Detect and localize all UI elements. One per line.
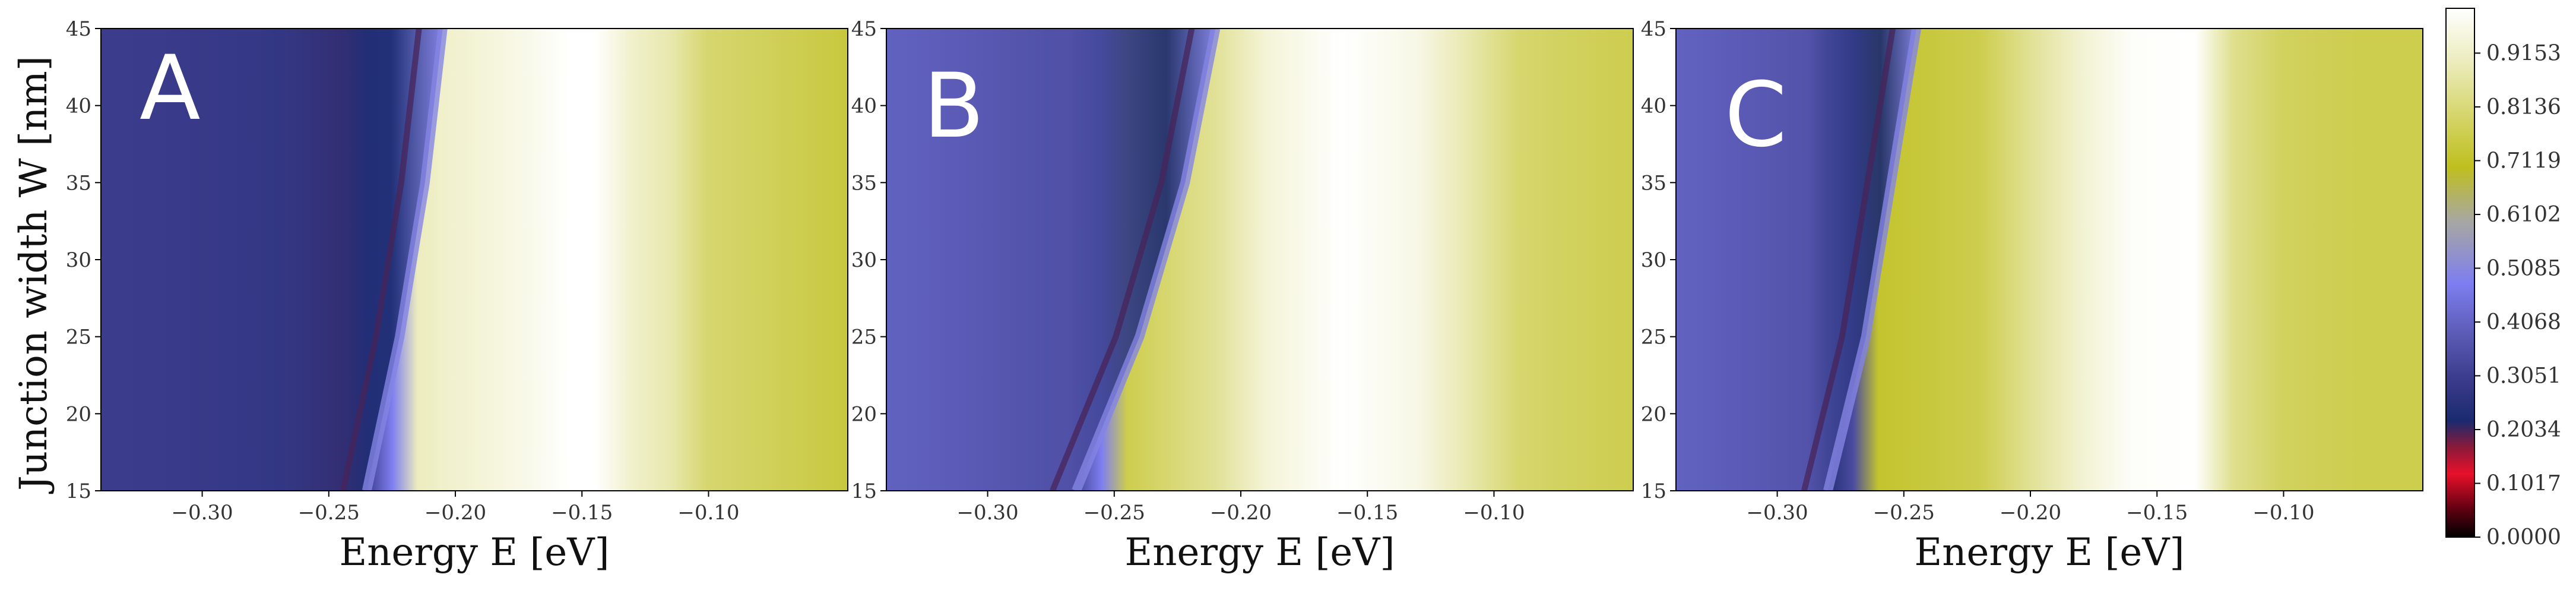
x-tick-label: −0.20 [1210, 501, 1272, 525]
colorbar-tick-label: 0.1017 [2486, 471, 2561, 496]
panels: −0.30 −0.25 −0.20 −0.15 −0.10 15 20 25 30 35 40 45 E… [66, 17, 2423, 575]
y-tick-label: 35 [1641, 171, 1666, 195]
y-tick-label: 20 [851, 402, 877, 426]
y-tick-label: 25 [66, 326, 91, 349]
x-tick-label: −0.20 [2000, 501, 2061, 525]
x-tick-label: −0.10 [677, 501, 739, 525]
y-tick-label: 20 [66, 402, 91, 426]
dark-stripe [1050, 29, 1195, 491]
colorbar-tick-label: 0.9153 [2486, 41, 2561, 65]
x-tick-label: −0.15 [551, 501, 613, 525]
dark-stripe [1801, 29, 1896, 491]
y-tick-label: 40 [1641, 94, 1666, 118]
colorbar-tick-label: 0.3051 [2486, 364, 2561, 388]
colorbar-tick-label: 0.6102 [2486, 203, 2561, 227]
x-tick-label: −0.25 [1083, 501, 1145, 525]
y-tick-label: 25 [851, 326, 877, 349]
y-tick-label: 15 [66, 479, 91, 503]
plot-area [886, 29, 1633, 491]
x-axis-label: Energy E [eV] [1125, 531, 1395, 575]
plot-area [101, 29, 848, 491]
colorbar-tick-label: 0.8136 [2486, 95, 2561, 119]
dark-stripe [340, 29, 422, 491]
colorbar: 0.0000 0.1017 0.2034 0.3051 0.4068 0.5085 0.61… [2445, 8, 2561, 550]
x-tick-label: −0.15 [1336, 501, 1398, 525]
y-axis-label: Junction width W [nm] [12, 56, 56, 494]
y-tick-label: 30 [66, 248, 91, 272]
y-tick-label: 45 [851, 17, 877, 41]
x-tick-label: −0.25 [298, 501, 360, 525]
y-tick-label: 25 [1641, 326, 1666, 349]
panel-label: B [923, 55, 984, 158]
y-tick-label: 35 [851, 171, 877, 195]
x-tick-label: −0.20 [424, 501, 486, 525]
colorbar-tick-label: 0.0000 [2486, 525, 2561, 550]
heatmap-panel-b: −0.30 −0.25 −0.20 −0.15 −0.10 15 20 25 30 35 40 45 E… [851, 17, 1634, 575]
colorbar-frame [2445, 8, 2475, 538]
y-tick-label: 30 [1641, 248, 1666, 272]
transition-edge [362, 29, 448, 491]
colorbar-tick-label: 0.4068 [2486, 310, 2561, 335]
x-tick-label: −0.30 [171, 501, 233, 525]
x-axis-label: Energy E [eV] [1915, 531, 2185, 575]
y-tick-label: 20 [1641, 402, 1666, 426]
x-tick-label: −0.25 [1873, 501, 1935, 525]
low-value-region [101, 29, 443, 491]
transition-edge [1823, 29, 1922, 491]
y-tick-label: 45 [66, 17, 91, 41]
x-tick-label: −0.10 [1463, 501, 1525, 525]
heatmap-panel-c: −0.30 −0.25 −0.20 −0.15 −0.10 15 20 25 30 35 40 45 E… [1641, 17, 2423, 575]
y-tick-label: 40 [851, 94, 877, 118]
plot-area [1676, 29, 2423, 491]
transition-edge [1072, 29, 1221, 491]
x-tick-label: −0.30 [1746, 501, 1808, 525]
low-value-region [886, 29, 1216, 491]
y-tick-label: 15 [851, 479, 877, 503]
colorbar-tick-label: 0.2034 [2486, 418, 2561, 442]
y-tick-label: 15 [1641, 479, 1666, 503]
heatmap-panel-a: −0.30 −0.25 −0.20 −0.15 −0.10 15 20 25 30 35 40 45 E… [66, 17, 848, 575]
colorbar-tick-label: 0.5085 [2486, 256, 2561, 280]
x-tick-label: −0.10 [2252, 501, 2314, 525]
y-axis-label-text: Junction width W [nm] [12, 56, 56, 494]
panel-label: C [1725, 64, 1787, 167]
x-axis-label: Energy E [eV] [340, 531, 610, 575]
colorbar-tick-label: 0.7119 [2486, 149, 2561, 173]
y-tick-label: 40 [66, 94, 91, 118]
panel-label: A [140, 37, 201, 140]
x-tick-label: −0.15 [2126, 501, 2188, 525]
colorbar-gradient [2446, 8, 2474, 537]
y-tick-label: 35 [66, 171, 91, 195]
y-tick-label: 45 [1641, 17, 1666, 41]
x-tick-label: −0.30 [956, 501, 1018, 525]
y-tick-label: 30 [851, 248, 877, 272]
